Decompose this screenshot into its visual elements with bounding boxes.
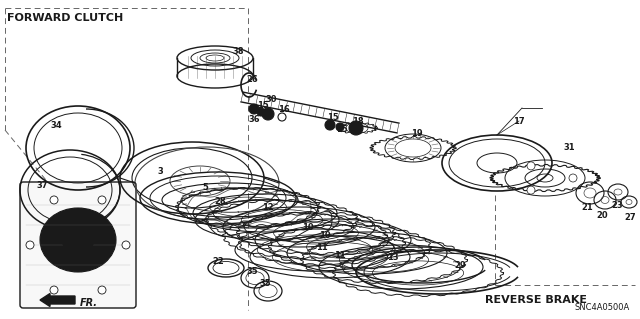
Circle shape <box>26 241 34 249</box>
Text: 30: 30 <box>265 94 276 103</box>
FancyBboxPatch shape <box>20 182 136 308</box>
Text: SNC4A0500A: SNC4A0500A <box>575 303 630 312</box>
Text: 18: 18 <box>352 117 364 127</box>
Text: 26: 26 <box>246 75 258 84</box>
Text: 15: 15 <box>257 101 269 110</box>
Circle shape <box>569 174 577 182</box>
Text: 10: 10 <box>302 224 314 233</box>
Circle shape <box>349 121 363 135</box>
Text: 3: 3 <box>157 167 163 176</box>
Text: 21: 21 <box>581 203 593 211</box>
Text: FR.: FR. <box>80 298 98 308</box>
Circle shape <box>50 196 58 204</box>
Text: 11: 11 <box>316 243 328 253</box>
FancyArrow shape <box>40 293 75 307</box>
Circle shape <box>325 120 335 130</box>
Circle shape <box>98 286 106 294</box>
Circle shape <box>336 123 344 131</box>
Text: 11: 11 <box>334 250 346 259</box>
Text: 28: 28 <box>214 197 226 205</box>
Text: 16: 16 <box>278 105 290 114</box>
Circle shape <box>50 286 58 294</box>
Text: 34: 34 <box>50 121 62 130</box>
Text: 31: 31 <box>563 144 575 152</box>
Text: REVERSE BRAKE: REVERSE BRAKE <box>485 295 587 305</box>
Text: FORWARD CLUTCH: FORWARD CLUTCH <box>7 13 124 23</box>
Text: 10: 10 <box>319 231 331 240</box>
Text: 37: 37 <box>36 181 48 189</box>
Circle shape <box>122 241 130 249</box>
Text: 35: 35 <box>259 279 271 288</box>
Text: 15: 15 <box>336 125 348 135</box>
Ellipse shape <box>62 227 94 253</box>
Circle shape <box>262 108 274 120</box>
Circle shape <box>257 108 265 116</box>
Ellipse shape <box>40 208 116 272</box>
Circle shape <box>249 104 259 114</box>
Circle shape <box>98 196 106 204</box>
Text: 27: 27 <box>624 213 636 222</box>
Text: 17: 17 <box>513 116 525 125</box>
Text: 22: 22 <box>212 257 224 266</box>
Text: 38: 38 <box>232 48 244 56</box>
Text: 12: 12 <box>262 204 274 212</box>
Text: 13: 13 <box>387 254 399 263</box>
Text: 20: 20 <box>596 211 608 219</box>
Text: 23: 23 <box>611 201 623 210</box>
Ellipse shape <box>50 217 106 263</box>
Text: 19: 19 <box>411 129 423 137</box>
Circle shape <box>527 186 535 194</box>
Text: 15: 15 <box>327 114 339 122</box>
Text: 5: 5 <box>202 183 208 192</box>
Circle shape <box>527 162 535 170</box>
Text: 29: 29 <box>454 261 466 270</box>
Text: 35: 35 <box>246 266 258 276</box>
Text: 36: 36 <box>248 115 260 123</box>
